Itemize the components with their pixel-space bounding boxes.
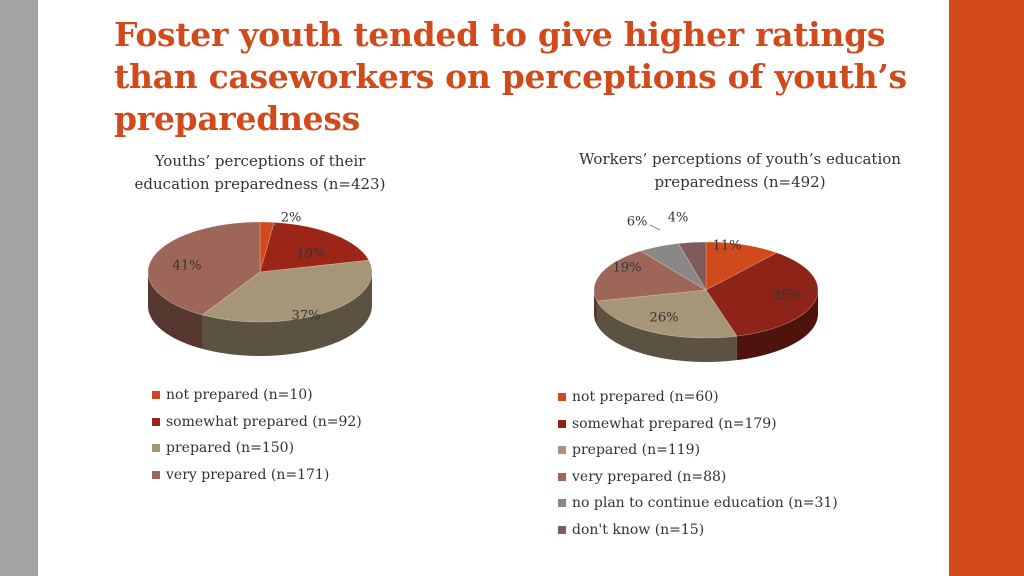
pie-2-slice-3: [596, 289, 738, 339]
legend-item: very prepared (n=88): [558, 468, 726, 486]
legend-swatch: [558, 499, 566, 508]
pie-1-label-4: 41%: [173, 259, 202, 274]
pie-chart-1: 2% 19% 37% 41%: [147, 211, 373, 356]
pie-1-slice-4: [147, 221, 261, 316]
pie-1-leader-1: [265, 223, 277, 233]
pie-1-label-3: 37%: [292, 309, 321, 324]
left-accent-bar: [0, 0, 38, 576]
legend-label: prepared (n=119): [572, 442, 701, 459]
pie-chart-2: 11% 35% 26% 19% 6% 4%: [593, 211, 819, 362]
pie-1-slice-1: [259, 221, 275, 273]
legend-swatch: [558, 472, 566, 481]
legend-label: don't know (n=15): [572, 522, 705, 538]
legend-swatch: [152, 417, 160, 426]
pie-2-slice-2: [705, 252, 819, 337]
worker-chart-title: Workers’ perceptions of youth’s educatio…: [579, 150, 901, 191]
pie-1-side-3: [202, 272, 372, 356]
pie-2-side-3: [597, 301, 737, 362]
legend-label: not prepared (n=10): [166, 387, 313, 403]
legend-item: prepared (n=119): [558, 441, 700, 459]
legend-label: very prepared (n=88): [572, 468, 727, 485]
pie-2-side-4: [594, 290, 598, 326]
pie-2-label-2: 35%: [773, 289, 802, 304]
pie-2-label-6: 4%: [668, 211, 689, 226]
legend-label: prepared (n=150): [166, 440, 295, 456]
pie-2-slice-6: [677, 241, 707, 292]
legend-swatch: [152, 391, 160, 399]
pie-1-side-4: [148, 272, 203, 349]
legend-swatch: [152, 444, 160, 452]
legend-swatch: [152, 470, 160, 479]
legend-swatch: [558, 393, 566, 401]
pie-2-leader-5: [649, 224, 661, 231]
pie-2-slice-4: [593, 250, 707, 302]
legend-item: not prepared (n=60): [558, 388, 719, 406]
legend-item: no plan to continue education (n=31): [558, 494, 838, 512]
legend-label: somewhat prepared (n=179): [572, 415, 777, 432]
pie-2-label-5: 6%: [627, 215, 648, 230]
legend-item: very prepared (n=171): [152, 466, 329, 484]
pie-2-side-2: [736, 290, 818, 361]
legend-label: somewhat prepared (n=92): [166, 413, 362, 430]
pie-1-label-1: 2%: [281, 211, 302, 226]
slide-title: Foster youth tended to give higher ratin…: [114, 15, 907, 138]
pie-1-label-2: 19%: [297, 247, 326, 262]
youth-chart-title: Youths’ perceptions of their education p…: [134, 152, 386, 193]
legend-swatch: [558, 446, 566, 455]
legend-item: somewhat prepared (n=92): [152, 413, 362, 431]
legend-label: no plan to continue education (n=31): [572, 495, 838, 512]
pie-2-label-3: 26%: [650, 311, 679, 326]
legend-item: prepared (n=150): [152, 439, 294, 457]
legend-label: not prepared (n=60): [572, 389, 719, 405]
legend-item: not prepared (n=10): [152, 386, 313, 404]
legend-item: somewhat prepared (n=179): [558, 415, 777, 433]
right-accent-bar: [949, 0, 1024, 576]
pie-1-slice-3: [201, 259, 373, 323]
legend-swatch: [558, 526, 566, 534]
legend-label: very prepared (n=171): [166, 466, 330, 483]
pie-1-slice-2: [259, 222, 370, 273]
pie-2-slice-1: [705, 241, 778, 291]
legend-item: don't know (n=15): [558, 521, 704, 539]
pie-2-slice-5: [639, 243, 707, 291]
legend-swatch: [558, 419, 566, 428]
pie-2-label-4: 19%: [613, 261, 642, 276]
pie-2-label-1: 11%: [713, 239, 742, 254]
